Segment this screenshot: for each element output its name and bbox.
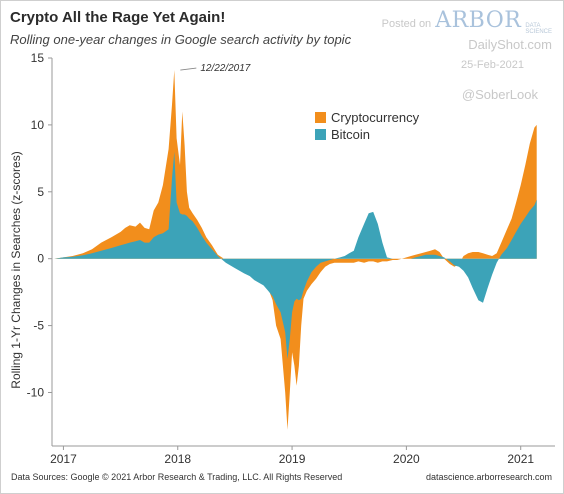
dailyshot-handle: @SoberLook	[461, 87, 538, 102]
legend-label: Cryptocurrency	[331, 110, 420, 125]
watermark: Posted on ARBOR DATA SCIENCE DailyShot.co…	[382, 8, 552, 102]
axes-layer: 15 10 5 0 -5 -10 2017 2018 2019 2020 2021 Rolling 1…	[9, 51, 555, 466]
data-sources-note: Data Sources: Google © 2021 Arbor Resear…	[11, 472, 343, 482]
chart-title: Crypto All the Rage Yet Again!	[10, 9, 226, 26]
bitcoin-area-layer	[54, 151, 537, 359]
dailyshot-date: 25-Feb-2021	[461, 59, 524, 71]
legend-label: Bitcoin	[331, 127, 370, 142]
y-tick-label: 0	[37, 252, 44, 266]
x-tick-label: 2019	[279, 452, 306, 466]
legend: Cryptocurrency Bitcoin	[315, 110, 420, 142]
posted-on-label: Posted on	[381, 18, 432, 30]
legend-swatch	[315, 112, 326, 123]
y-tick-label: -5	[33, 319, 44, 333]
chart-subtitle: Rolling one-year changes in Google searc…	[10, 32, 352, 47]
y-tick-label: 5	[37, 185, 44, 199]
annotation-label: 12/22/2017	[200, 63, 250, 74]
y-tick-label: -10	[27, 385, 45, 399]
crypto-area-layer	[54, 70, 537, 430]
x-tick-label: 2021	[507, 452, 534, 466]
arbor-logo: ARBOR	[435, 8, 522, 33]
annotation-leader	[180, 67, 197, 71]
x-tick-label: 2018	[164, 452, 191, 466]
legend-swatch	[315, 129, 326, 140]
crypto-area	[54, 70, 537, 430]
bitcoin-area	[54, 151, 537, 359]
y-tick-label: 15	[31, 51, 45, 65]
footer-url: datascience.arborresearch.com	[425, 472, 552, 482]
annotation-layer: 12/22/2017	[180, 63, 251, 74]
y-tick-label: 10	[31, 118, 45, 132]
x-tick-label: 2020	[393, 452, 420, 466]
x-tick-label: 2017	[50, 452, 77, 466]
arbor-logo-sub: DATA SCIENCE	[525, 23, 552, 35]
dailyshot-site: DailyShot.com	[468, 37, 552, 52]
y-axis-label: Rolling 1-Yr Changes in Searches (z-scor…	[9, 151, 23, 388]
